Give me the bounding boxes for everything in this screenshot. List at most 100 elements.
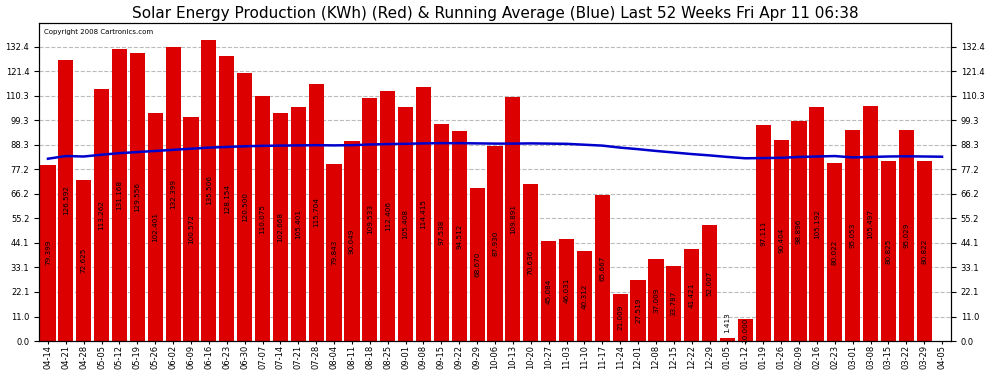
Text: 10.000: 10.000 [742, 317, 748, 343]
Bar [809, 107, 825, 341]
Bar [183, 117, 199, 341]
Text: 46.031: 46.031 [563, 277, 569, 303]
Bar [41, 165, 55, 341]
Text: 41.421: 41.421 [689, 282, 695, 308]
Text: 102.401: 102.401 [152, 212, 158, 242]
Bar [666, 266, 681, 341]
Text: 80.022: 80.022 [832, 239, 838, 265]
Bar [595, 195, 610, 341]
Bar [720, 338, 735, 341]
Bar [380, 91, 395, 341]
Bar [613, 294, 628, 341]
Text: 45.084: 45.084 [545, 278, 551, 304]
Bar [845, 130, 860, 341]
Bar [112, 50, 127, 341]
Bar [255, 96, 270, 341]
Text: 100.572: 100.572 [188, 214, 194, 244]
Bar [434, 124, 448, 341]
Text: 109.891: 109.891 [510, 204, 516, 234]
Text: 90.404: 90.404 [778, 228, 784, 253]
Bar [309, 84, 324, 341]
Text: 132.399: 132.399 [170, 179, 176, 209]
Text: 79.843: 79.843 [331, 240, 337, 265]
Bar [881, 161, 896, 341]
Bar [327, 164, 342, 341]
Text: 94.512: 94.512 [456, 223, 462, 249]
Text: 80.822: 80.822 [921, 238, 928, 264]
Text: 1.413: 1.413 [725, 313, 731, 333]
Bar [791, 121, 807, 341]
Text: 95.029: 95.029 [903, 223, 909, 248]
Text: 37.009: 37.009 [653, 287, 659, 313]
Text: 70.636: 70.636 [528, 250, 534, 275]
Bar [94, 89, 109, 341]
Bar [773, 140, 789, 341]
Text: 114.415: 114.415 [421, 199, 427, 229]
Bar [219, 56, 235, 341]
Text: 68.670: 68.670 [474, 252, 480, 278]
Text: 65.667: 65.667 [599, 255, 605, 281]
Bar [76, 180, 91, 341]
Text: 113.262: 113.262 [99, 200, 105, 230]
Bar [130, 53, 145, 341]
Bar [755, 125, 771, 341]
Text: Copyright 2008 Cartronics.com: Copyright 2008 Cartronics.com [44, 30, 152, 36]
Text: 102.668: 102.668 [277, 212, 283, 242]
Text: 135.506: 135.506 [206, 176, 212, 206]
Bar [291, 107, 306, 341]
Text: 105.401: 105.401 [295, 209, 301, 239]
Text: 52.007: 52.007 [707, 270, 713, 296]
Text: 87.930: 87.930 [492, 231, 498, 256]
Text: 105.497: 105.497 [867, 209, 873, 239]
Text: 40.312: 40.312 [581, 284, 587, 309]
Bar [416, 87, 431, 341]
Bar [917, 161, 932, 341]
Bar [738, 319, 753, 341]
Text: 105.408: 105.408 [403, 209, 409, 239]
Text: 126.592: 126.592 [62, 185, 69, 215]
Text: 112.406: 112.406 [385, 201, 391, 231]
Bar [201, 40, 217, 341]
Bar [559, 239, 574, 341]
Text: 79.399: 79.399 [45, 240, 50, 266]
Text: 97.538: 97.538 [439, 220, 445, 245]
Text: 90.049: 90.049 [348, 228, 355, 254]
Bar [362, 98, 377, 341]
Text: 128.154: 128.154 [224, 184, 230, 214]
Bar [899, 130, 914, 341]
Bar [827, 163, 842, 341]
Title: Solar Energy Production (KWh) (Red) & Running Average (Blue) Last 52 Weeks Fri A: Solar Energy Production (KWh) (Red) & Ru… [132, 6, 858, 21]
Bar [345, 141, 359, 341]
Bar [165, 46, 181, 341]
Text: 98.896: 98.896 [796, 218, 802, 244]
Bar [237, 73, 252, 341]
Bar [631, 280, 645, 341]
Bar [451, 131, 467, 341]
Bar [58, 60, 73, 341]
Bar [863, 106, 878, 341]
Text: 109.533: 109.533 [367, 204, 373, 234]
Text: 72.625: 72.625 [81, 248, 87, 273]
Text: 33.787: 33.787 [671, 291, 677, 316]
Text: 95.053: 95.053 [849, 223, 855, 248]
Bar [469, 188, 485, 341]
Bar [398, 106, 413, 341]
Bar [684, 249, 699, 341]
Bar [542, 241, 556, 341]
Text: 129.556: 129.556 [135, 182, 141, 212]
Text: 115.704: 115.704 [313, 197, 319, 227]
Bar [148, 113, 163, 341]
Bar [523, 184, 539, 341]
Text: 105.192: 105.192 [814, 209, 820, 239]
Text: 131.168: 131.168 [117, 180, 123, 210]
Bar [487, 146, 503, 341]
Text: 110.075: 110.075 [259, 204, 265, 234]
Bar [702, 225, 717, 341]
Text: 21.009: 21.009 [617, 305, 623, 330]
Text: 97.111: 97.111 [760, 220, 766, 246]
Bar [273, 113, 288, 341]
Bar [577, 251, 592, 341]
Text: 27.519: 27.519 [635, 298, 642, 323]
Text: 120.500: 120.500 [242, 192, 248, 222]
Text: 80.825: 80.825 [885, 238, 891, 264]
